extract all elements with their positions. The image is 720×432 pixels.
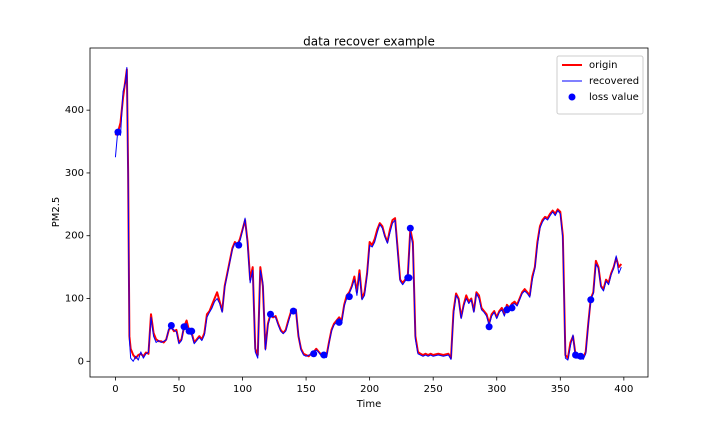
axes-frame [89, 47, 649, 378]
scatter-point [345, 293, 353, 301]
line-1 [114, 66, 622, 362]
legend-label: loss value [589, 92, 639, 103]
scatter-point [577, 352, 585, 360]
legend-label: recovered [589, 76, 639, 87]
x-tick-label: 150 [297, 384, 316, 395]
legend-label: origin [589, 60, 617, 71]
y-tick-label: 300 [65, 168, 84, 179]
scatter-point [405, 274, 413, 282]
scatter-point [406, 224, 414, 232]
scatter-point [289, 307, 297, 315]
legend-marker [568, 93, 576, 101]
scatter-point [320, 351, 328, 359]
x-tick-label: 400 [614, 384, 633, 395]
scatter-point [114, 128, 122, 136]
scatter-point [587, 296, 595, 304]
x-tick-label: 250 [424, 384, 443, 395]
y-tick-label: 400 [65, 105, 84, 116]
x-axis-label: Time [356, 399, 381, 410]
x-tick-label: 50 [173, 384, 186, 395]
chart-title: data recover example [303, 35, 435, 49]
scatter-point [167, 322, 175, 330]
legend: origin recovered loss value [556, 55, 644, 115]
y-tick-label: 200 [65, 231, 84, 242]
x-tick-label: 300 [487, 384, 506, 395]
y-tick-label: 0 [78, 356, 84, 367]
scatter-point [310, 350, 318, 358]
x-tick-label: 100 [233, 384, 252, 395]
scatter-point [508, 304, 516, 312]
x-tick-label: 0 [112, 384, 118, 395]
scatter-point [335, 318, 343, 326]
scatter-point [235, 241, 243, 249]
x-tick-label: 200 [360, 384, 379, 395]
plot-area [114, 66, 623, 362]
scatter-point [188, 327, 196, 335]
legend-box [556, 55, 644, 115]
x-tick-label: 350 [551, 384, 570, 395]
scatter-point [266, 310, 274, 318]
y-tick-label: 100 [65, 294, 84, 305]
scatter-point [485, 323, 493, 331]
scatter-point [180, 323, 188, 331]
y-axis-label: PM2.5 [51, 197, 62, 228]
